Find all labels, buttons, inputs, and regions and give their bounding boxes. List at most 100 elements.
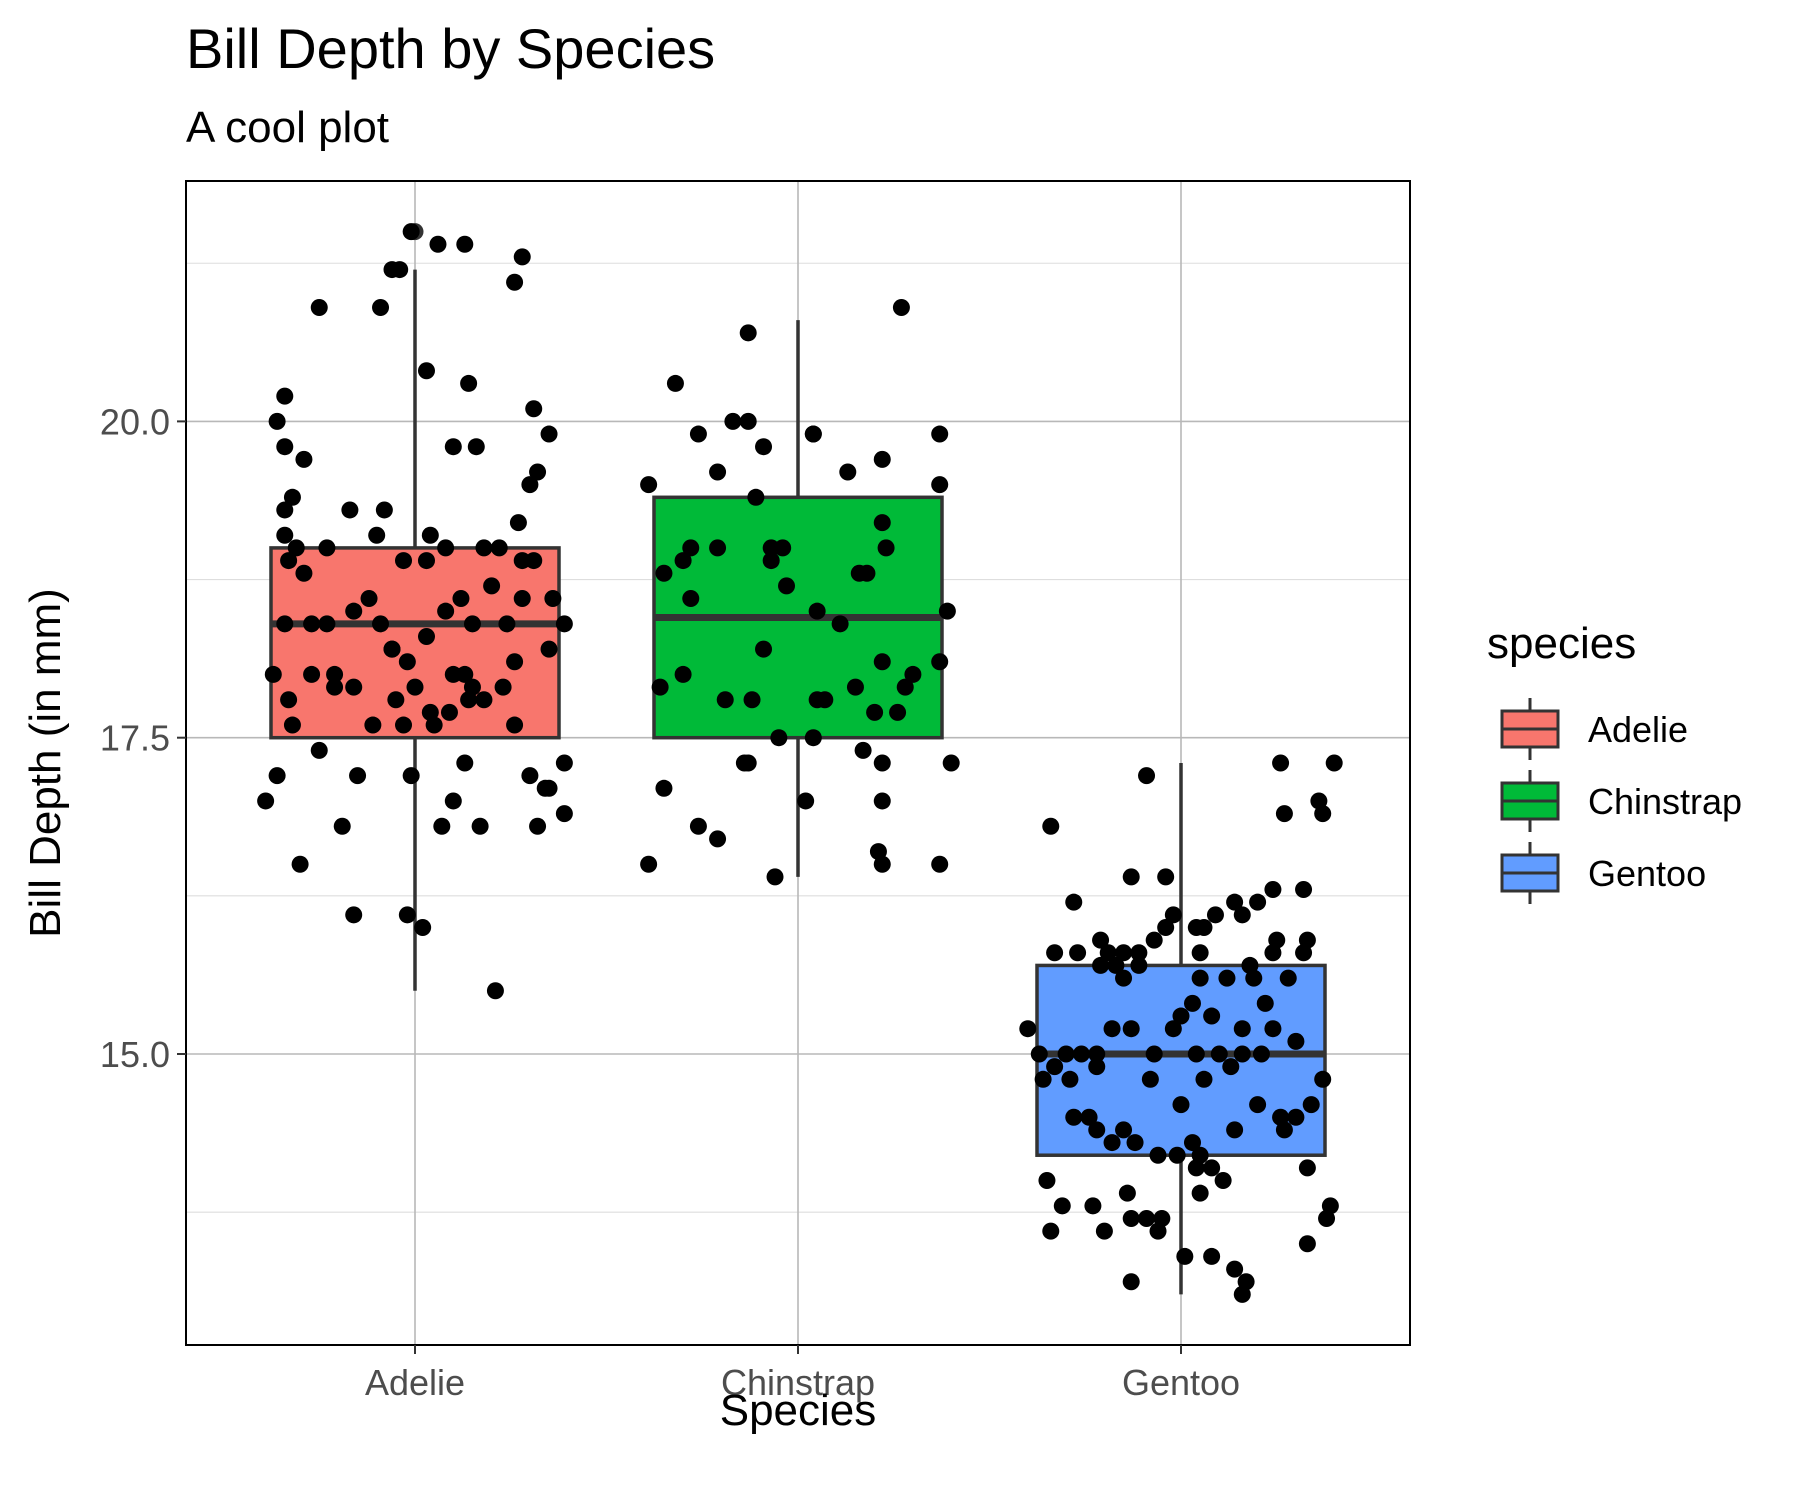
data-point [682, 590, 700, 608]
jitter-points [257, 223, 1343, 1303]
boxes [269, 223, 1327, 1295]
data-point [1191, 944, 1209, 962]
legend-item-chinstrap: Chinstrap [1500, 770, 1742, 832]
data-point [873, 653, 891, 671]
data-point [1218, 969, 1236, 987]
data-point [529, 463, 547, 481]
data-point [1145, 1045, 1163, 1063]
data-point [1164, 906, 1182, 924]
data-point [303, 615, 321, 633]
data-point [938, 602, 956, 620]
data-point [674, 665, 692, 683]
data-point [406, 678, 424, 696]
data-point [839, 463, 857, 481]
data-point [1115, 1121, 1133, 1139]
data-point [475, 691, 493, 709]
data-point [689, 425, 707, 443]
data-point [1195, 1070, 1213, 1088]
data-point [640, 855, 658, 873]
data-point [755, 438, 773, 456]
data-point [417, 552, 435, 570]
data-point [437, 539, 455, 557]
data-point [395, 552, 413, 570]
data-point [372, 615, 390, 633]
data-point [402, 223, 420, 241]
data-point [280, 691, 298, 709]
legend-item-adelie: Adelie [1500, 698, 1688, 760]
data-point [816, 691, 834, 709]
data-point [808, 602, 826, 620]
data-point [494, 678, 512, 696]
data-point [268, 412, 286, 430]
data-point [1237, 1273, 1255, 1291]
data-point [1099, 944, 1117, 962]
data-point [506, 653, 524, 671]
data-point [417, 627, 435, 645]
data-point [931, 653, 949, 671]
data-point [1088, 1121, 1106, 1139]
data-point [1115, 944, 1133, 962]
data-point [1287, 1032, 1305, 1050]
data-point [268, 767, 286, 785]
data-point [1069, 944, 1087, 962]
data-point [540, 640, 558, 658]
data-point [383, 640, 401, 658]
data-point [1030, 1045, 1048, 1063]
data-point [444, 665, 462, 683]
data-point [896, 678, 914, 696]
chart-subtitle: A cool plot [186, 103, 389, 152]
data-point [1226, 893, 1244, 911]
data-point [440, 703, 458, 721]
x-tick-label: Chinstrap [721, 1362, 875, 1403]
data-point [1084, 1197, 1102, 1215]
data-point [1157, 918, 1175, 936]
data-point [1310, 792, 1328, 810]
data-point [755, 640, 773, 658]
data-point [310, 741, 328, 759]
data-point [521, 476, 539, 494]
data-point [303, 665, 321, 683]
y-tick-label: 15.0 [100, 1034, 170, 1075]
data-point [429, 235, 447, 253]
data-point [509, 514, 527, 532]
legend: species Adelie Chinstrap Gentoo [1487, 619, 1742, 904]
data-point [877, 539, 895, 557]
data-point [555, 615, 573, 633]
data-point [682, 539, 700, 557]
data-point [873, 514, 891, 532]
data-point [1233, 1045, 1251, 1063]
data-point [383, 261, 401, 279]
data-point [1149, 1146, 1167, 1164]
data-point [1080, 1108, 1098, 1126]
data-point [766, 868, 784, 886]
data-point [555, 754, 573, 772]
data-point [536, 779, 554, 797]
data-point [1275, 805, 1293, 823]
data-point [1206, 906, 1224, 924]
data-point [1061, 1070, 1079, 1088]
legend-label: Adelie [1588, 709, 1688, 750]
data-point [1256, 994, 1274, 1012]
data-point [1130, 956, 1148, 974]
data-point [1187, 1159, 1205, 1177]
data-point [1130, 944, 1148, 962]
data-point [395, 716, 413, 734]
data-point [310, 299, 328, 317]
data-point [421, 703, 439, 721]
data-point [525, 400, 543, 418]
data-point [1122, 1020, 1140, 1038]
data-point [1157, 868, 1175, 886]
chart-title: Bill Depth by Species [186, 17, 715, 80]
data-point [1122, 868, 1140, 886]
y-tick-label: 17.5 [100, 718, 170, 759]
data-point [804, 729, 822, 747]
data-point [797, 792, 815, 810]
data-point [1088, 1045, 1106, 1063]
data-point [739, 324, 757, 342]
data-point [506, 716, 524, 734]
data-point [1298, 1159, 1316, 1177]
data-point [873, 792, 891, 810]
data-point [1249, 1096, 1267, 1114]
data-point [1233, 1020, 1251, 1038]
box-body [269, 546, 561, 740]
